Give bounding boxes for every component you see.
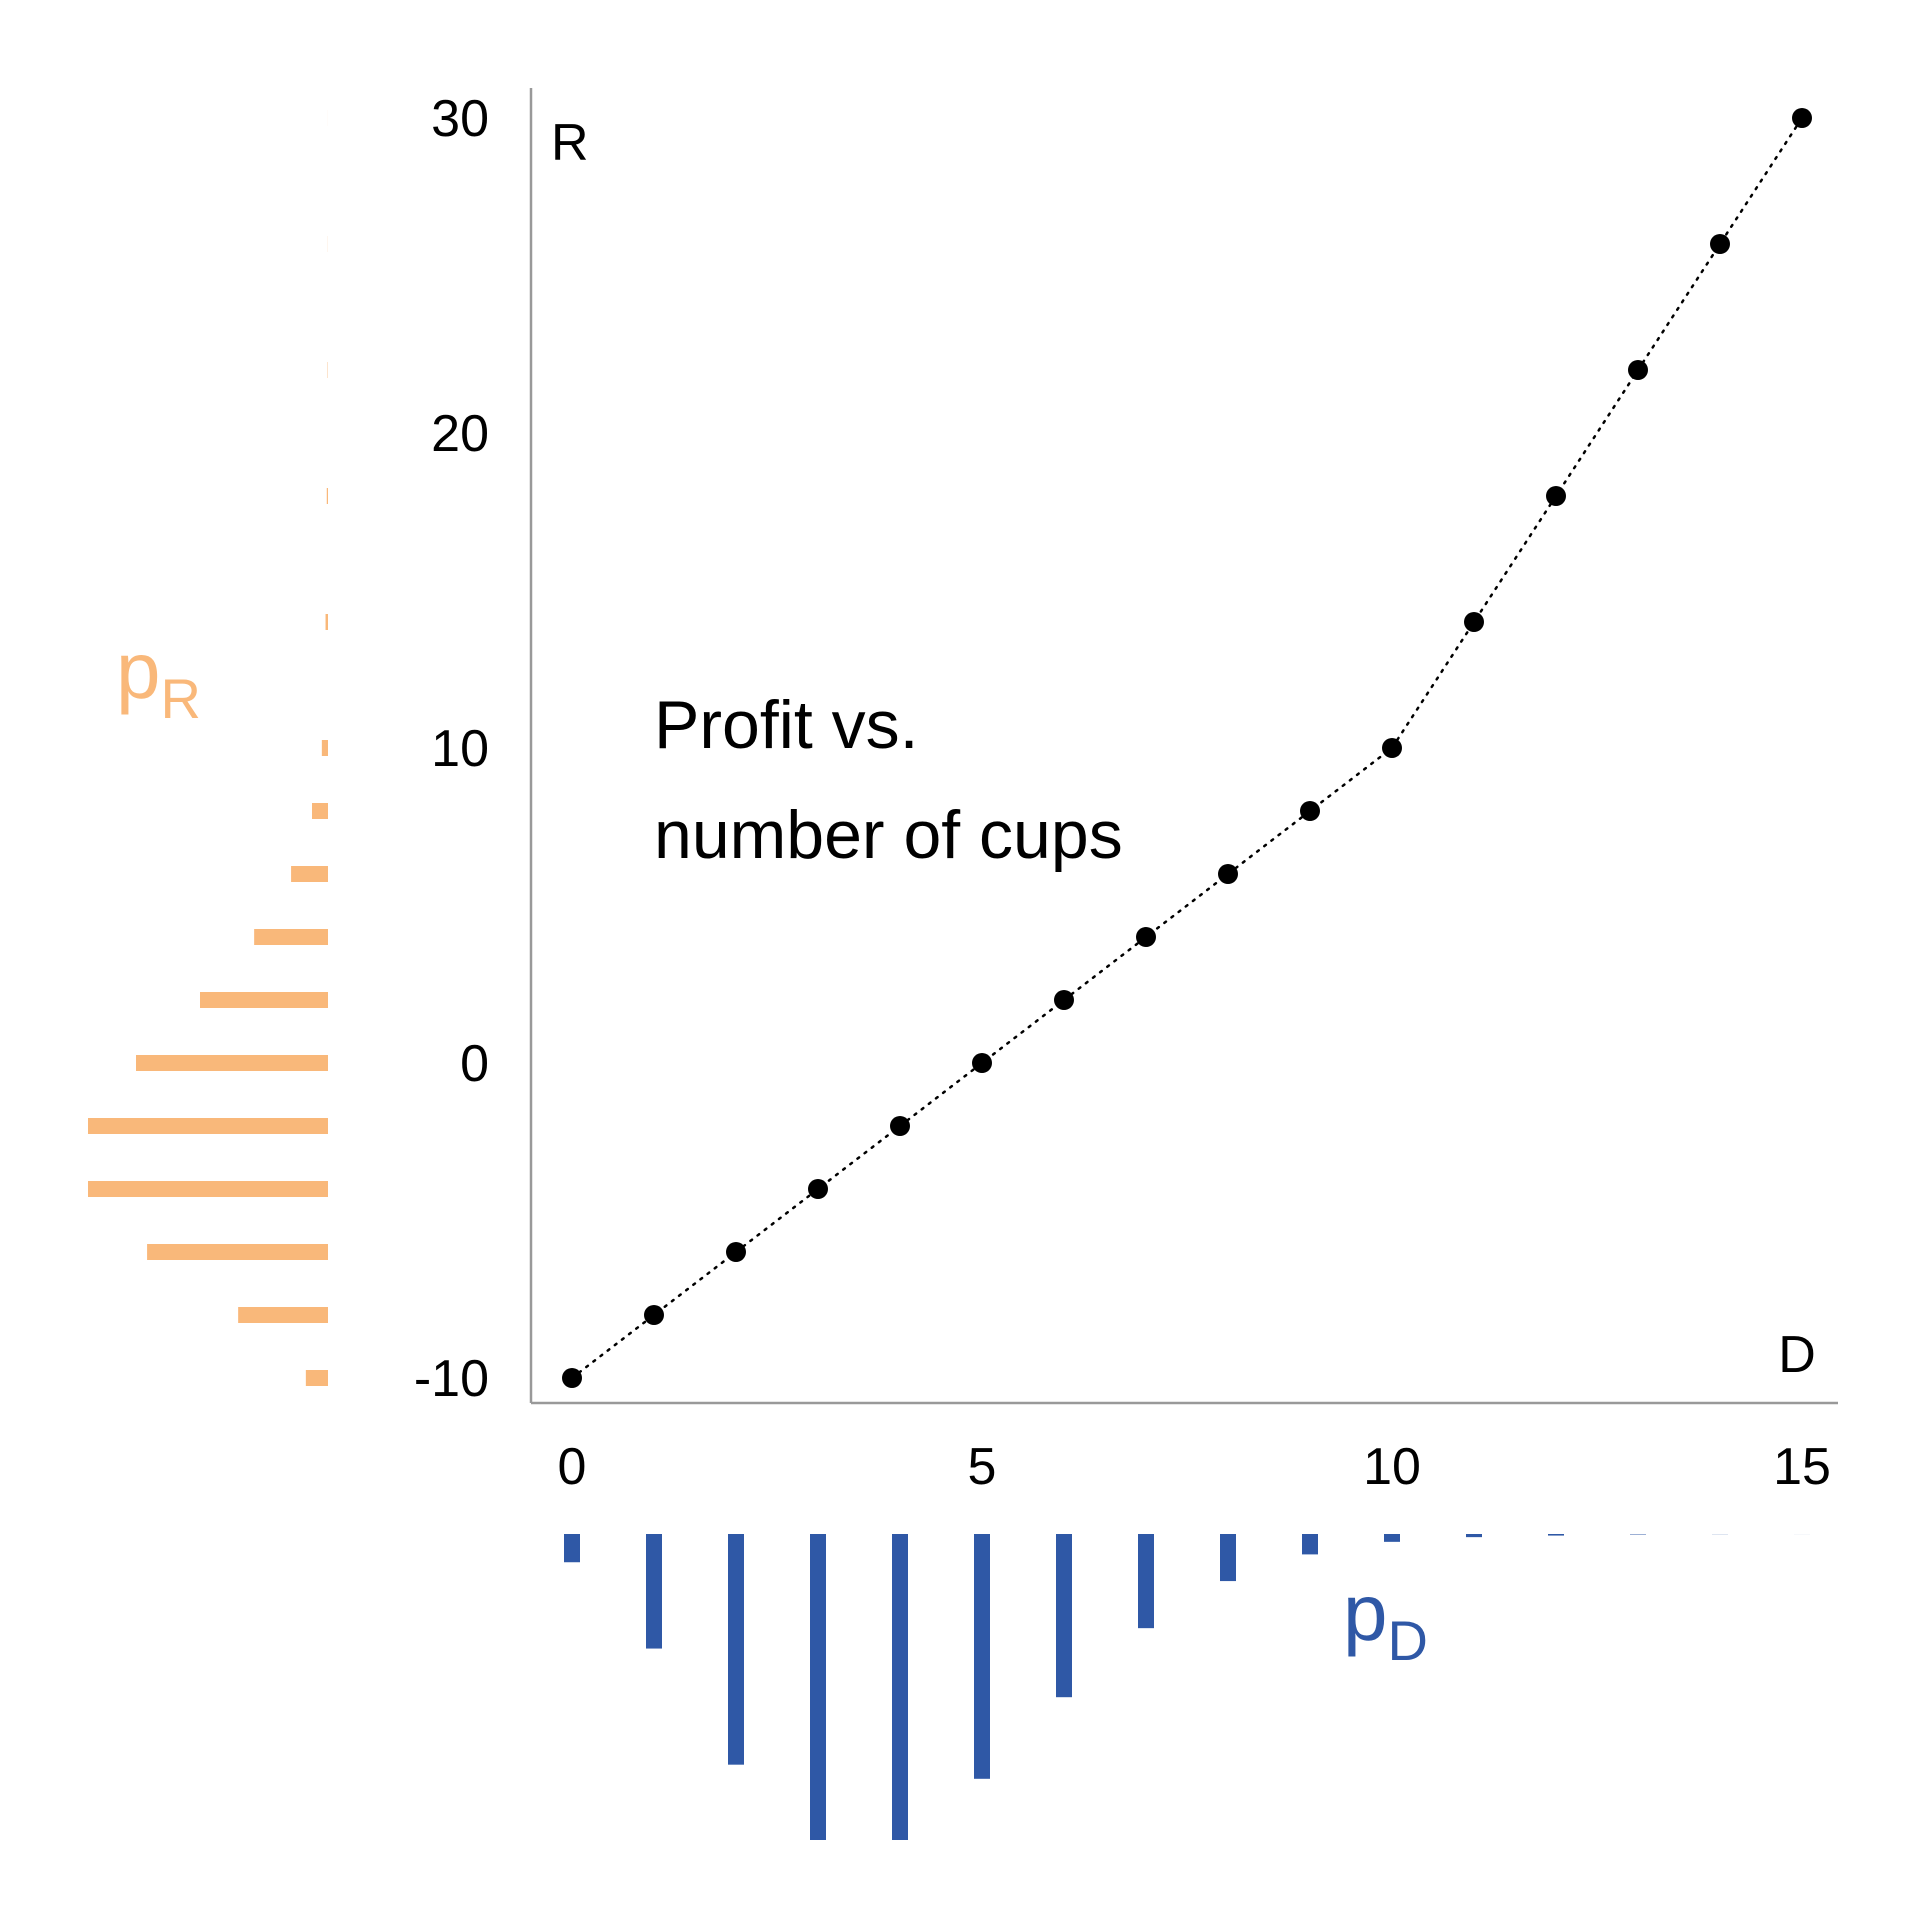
marginal-d-label-main: p	[1343, 1568, 1388, 1657]
marginal-d-bar	[1384, 1534, 1400, 1542]
data-point	[1054, 990, 1074, 1010]
marginal-r-bar	[326, 488, 328, 504]
marginal-r-label-main: p	[116, 626, 161, 715]
data-point	[972, 1053, 992, 1073]
y-tick-label: 30	[431, 90, 489, 148]
x-tick-labels: 0 5 10 15	[558, 1438, 1831, 1496]
marginal-r-bar	[325, 614, 328, 630]
y-tick-label: 10	[431, 720, 489, 778]
marginal-r-bar	[254, 929, 328, 945]
data-point	[1628, 360, 1648, 380]
series-connector-line	[570, 116, 1804, 1380]
marginal-d-label: pD	[1343, 1568, 1428, 1672]
marginal-r-bar	[136, 1055, 328, 1071]
marginal-d-bars	[564, 1534, 1810, 1840]
annotation-line-2: number of cups	[654, 797, 1123, 873]
marginal-r-bar	[88, 1181, 328, 1197]
data-points	[562, 108, 1812, 1388]
x-tick-label: 0	[558, 1438, 587, 1496]
marginal-d-bar	[810, 1534, 826, 1840]
y-tick-label: 0	[460, 1035, 489, 1093]
marginal-d-bar	[1220, 1534, 1236, 1582]
data-point	[1136, 927, 1156, 947]
data-point	[726, 1242, 746, 1262]
marginal-d-bar	[1302, 1534, 1318, 1555]
marginal-d-bar	[1466, 1534, 1482, 1538]
marginal-d-bar	[1138, 1534, 1154, 1629]
y-tick-labels: -10 0 10 20 30	[414, 90, 489, 1408]
marginal-r-bar	[305, 1370, 328, 1386]
marginal-r-bar	[147, 1244, 328, 1260]
marginal-d-bar	[1548, 1534, 1564, 1536]
data-point	[1792, 108, 1812, 128]
data-point	[644, 1305, 664, 1325]
marginal-r-bars	[88, 110, 328, 1386]
data-point	[1710, 234, 1730, 254]
x-tick-label: 15	[1773, 1438, 1831, 1496]
marginal-d-label-sub: D	[1388, 1609, 1428, 1672]
data-point	[1546, 486, 1566, 506]
y-tick-label: 20	[431, 405, 489, 463]
data-point	[1218, 864, 1238, 884]
marginal-r-bar	[200, 992, 328, 1008]
marginal-d-bar	[1056, 1534, 1072, 1698]
marginal-r-label-sub: R	[161, 667, 201, 730]
marginal-d-bar	[728, 1534, 744, 1765]
marginal-r-bar	[321, 740, 328, 756]
marginal-r-bar	[88, 1118, 328, 1134]
y-axis-label: R	[551, 114, 589, 172]
data-point	[562, 1368, 582, 1388]
x-tick-label: 5	[968, 1438, 997, 1496]
marginal-d-bar	[564, 1534, 580, 1563]
marginal-d-bar	[974, 1534, 990, 1779]
marginal-d-bar	[646, 1534, 662, 1649]
marginal-r-bar	[238, 1307, 328, 1323]
marginal-d-bar	[892, 1534, 908, 1840]
x-axis-label: D	[1778, 1326, 1816, 1384]
x-tick-label: 10	[1363, 1438, 1421, 1496]
y-tick-label: -10	[414, 1350, 489, 1408]
data-point	[808, 1179, 828, 1199]
data-point	[1464, 612, 1484, 632]
marginal-r-bar	[291, 866, 328, 882]
data-point	[1382, 738, 1402, 758]
data-point	[1300, 801, 1320, 821]
marginal-r-label: pR	[116, 626, 201, 730]
data-point	[890, 1116, 910, 1136]
marginal-r-bar	[312, 803, 328, 819]
annotation-line-1: Profit vs.	[654, 687, 919, 763]
